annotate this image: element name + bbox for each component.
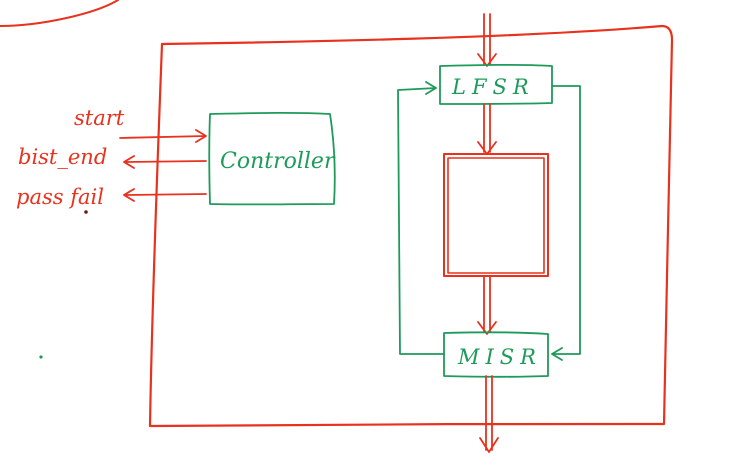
input-bus <box>477 13 497 67</box>
start-arrow <box>119 129 207 143</box>
start-label: start <box>74 106 125 130</box>
output-bus <box>479 375 499 453</box>
misr-label: MISR <box>457 345 542 369</box>
cut-block-outer <box>443 153 549 277</box>
controller-block <box>208 111 336 206</box>
lfsr-to-cut-bus <box>477 103 497 155</box>
stray-dot-red <box>84 210 88 214</box>
pass-fail-arrow <box>123 188 207 202</box>
cut-block-inner <box>447 157 545 274</box>
chip-boundary <box>148 24 674 428</box>
stray-dot-green <box>39 355 43 359</box>
lfsr-block <box>439 63 553 105</box>
misr-block <box>443 331 549 378</box>
bist-end-label: bist_end <box>18 145 107 169</box>
controller-label: Controller <box>220 149 336 174</box>
left-feedback-loop <box>397 81 445 355</box>
top-left-arc <box>0 0 119 27</box>
pass-fail-label: pass fail <box>16 185 104 209</box>
lfsr-label: LFSR <box>451 75 535 99</box>
right-feedback-loop <box>551 85 581 361</box>
cut-to-misr-bus <box>477 275 497 335</box>
bist-end-arrow <box>123 155 207 169</box>
